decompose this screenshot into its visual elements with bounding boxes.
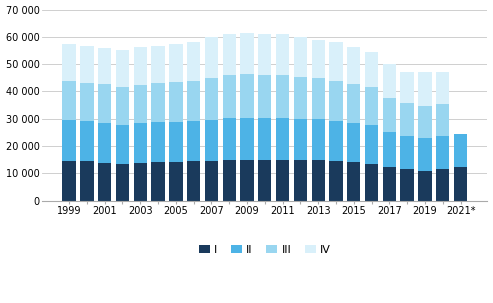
- Bar: [134, 123, 147, 163]
- Bar: [383, 98, 396, 132]
- Bar: [134, 85, 147, 123]
- Bar: [436, 104, 450, 136]
- Bar: [222, 118, 236, 160]
- Bar: [258, 118, 272, 161]
- Bar: [383, 167, 396, 201]
- Bar: [98, 84, 111, 122]
- Bar: [418, 138, 432, 171]
- Bar: [454, 167, 467, 201]
- Bar: [241, 160, 254, 201]
- Bar: [187, 81, 200, 121]
- Bar: [134, 47, 147, 85]
- Bar: [80, 83, 94, 122]
- Bar: [169, 162, 182, 201]
- Bar: [63, 44, 76, 81]
- Bar: [294, 37, 307, 77]
- Bar: [312, 160, 325, 201]
- Bar: [347, 84, 360, 123]
- Bar: [241, 118, 254, 160]
- Bar: [436, 72, 450, 104]
- Bar: [312, 40, 325, 78]
- Bar: [134, 163, 147, 201]
- Bar: [258, 34, 272, 75]
- Bar: [294, 160, 307, 201]
- Bar: [365, 87, 378, 125]
- Bar: [418, 171, 432, 201]
- Bar: [98, 122, 111, 163]
- Bar: [241, 33, 254, 74]
- Bar: [383, 132, 396, 167]
- Bar: [169, 44, 182, 82]
- Bar: [347, 47, 360, 84]
- Bar: [312, 119, 325, 160]
- Bar: [205, 161, 218, 201]
- Bar: [98, 48, 111, 84]
- Bar: [63, 81, 76, 120]
- Bar: [151, 162, 165, 201]
- Bar: [116, 164, 129, 201]
- Bar: [222, 160, 236, 201]
- Bar: [98, 163, 111, 201]
- Bar: [276, 75, 289, 118]
- Bar: [400, 72, 414, 103]
- Bar: [312, 78, 325, 119]
- Bar: [418, 106, 432, 138]
- Bar: [169, 122, 182, 162]
- Bar: [329, 121, 343, 161]
- Bar: [80, 161, 94, 201]
- Legend: I, II, III, IV: I, II, III, IV: [194, 241, 336, 260]
- Bar: [205, 37, 218, 78]
- Bar: [151, 45, 165, 83]
- Bar: [383, 64, 396, 98]
- Bar: [294, 119, 307, 160]
- Bar: [329, 81, 343, 121]
- Bar: [329, 161, 343, 201]
- Bar: [347, 123, 360, 162]
- Bar: [80, 46, 94, 83]
- Bar: [258, 75, 272, 118]
- Bar: [276, 160, 289, 201]
- Bar: [436, 136, 450, 169]
- Bar: [116, 87, 129, 125]
- Bar: [116, 125, 129, 164]
- Bar: [205, 120, 218, 161]
- Bar: [222, 34, 236, 75]
- Bar: [187, 121, 200, 161]
- Bar: [205, 78, 218, 120]
- Bar: [222, 75, 236, 118]
- Bar: [169, 82, 182, 122]
- Bar: [418, 72, 432, 106]
- Bar: [187, 161, 200, 201]
- Bar: [116, 51, 129, 87]
- Bar: [80, 122, 94, 161]
- Bar: [63, 161, 76, 201]
- Bar: [276, 34, 289, 75]
- Bar: [329, 42, 343, 81]
- Bar: [294, 77, 307, 119]
- Bar: [400, 136, 414, 169]
- Bar: [187, 42, 200, 81]
- Bar: [151, 122, 165, 162]
- Bar: [436, 169, 450, 201]
- Bar: [258, 161, 272, 201]
- Bar: [151, 83, 165, 122]
- Bar: [276, 118, 289, 160]
- Bar: [365, 52, 378, 87]
- Bar: [400, 169, 414, 201]
- Bar: [365, 125, 378, 164]
- Bar: [347, 162, 360, 201]
- Bar: [63, 120, 76, 161]
- Bar: [454, 134, 467, 167]
- Bar: [400, 103, 414, 136]
- Bar: [365, 164, 378, 201]
- Bar: [241, 74, 254, 118]
